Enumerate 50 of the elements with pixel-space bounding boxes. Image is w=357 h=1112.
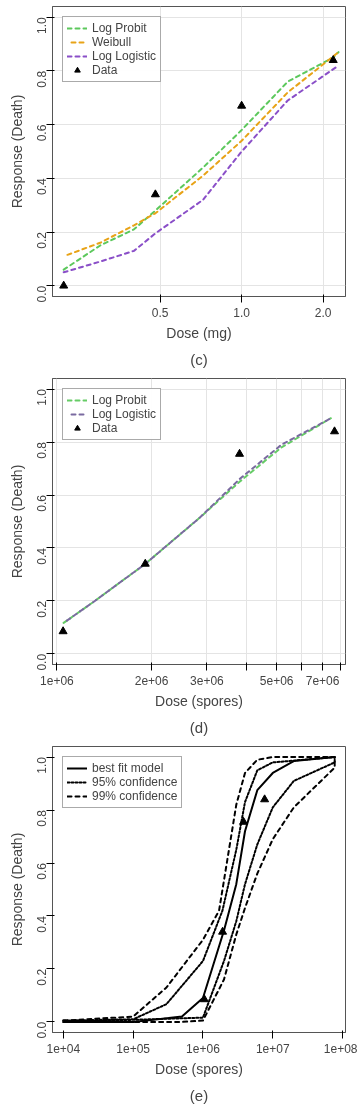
legend-label: 95% confidence — [92, 775, 178, 789]
y-tick-label: 0.6 — [35, 124, 49, 142]
x-tick-label: 1e+08 — [323, 1041, 357, 1056]
legend-label: Weibull — [92, 35, 132, 49]
legend-label: Log Probit — [92, 393, 147, 407]
y-tick-label: 0.8 — [35, 441, 49, 459]
y-axis-title: Response (Death) — [8, 464, 25, 579]
x-tick-label: 1e+07 — [255, 1041, 290, 1056]
y-tick-label: 0.0 — [35, 1021, 49, 1039]
y-tick-label: 1.0 — [35, 756, 49, 774]
x-tick-label: 1e+06 — [40, 673, 75, 688]
y-tick-label: 0.4 — [35, 178, 49, 196]
x-tick-label: 1.0 — [233, 305, 251, 320]
x-tick-label: 2e+06 — [134, 673, 169, 688]
x-axis-title: Dose (spores) — [155, 1060, 243, 1077]
y-axis-title: Response (Death) — [8, 94, 25, 209]
y-tick-label: 1.0 — [35, 16, 49, 34]
y-tick-label: 0.4 — [35, 547, 49, 565]
y-tick-label: 0.8 — [35, 809, 49, 827]
x-tick-label: 1e+05 — [116, 1041, 151, 1056]
x-tick-label: 5e+06 — [259, 673, 294, 688]
y-tick-label: 0.2 — [35, 968, 49, 986]
text: (e) — [189, 1086, 209, 1104]
legend-label: Log Logistic — [92, 49, 157, 63]
y-tick-label: 0.2 — [35, 231, 49, 249]
y-axis-title: Response (Death) — [8, 832, 25, 947]
y-tick-label: 1.0 — [35, 388, 49, 406]
x-tick-label: 3e+06 — [190, 673, 225, 688]
x-axis-title: Dose (spores) — [155, 692, 243, 709]
text: (c) — [190, 350, 208, 368]
legend-label: Log Probit — [92, 21, 147, 35]
y-tick-label: 0.4 — [35, 915, 49, 933]
x-tick-label: 1e+06 — [186, 1041, 221, 1056]
x-tick-label: 0.5 — [151, 305, 169, 320]
legend-label: best fit model — [92, 761, 164, 775]
y-tick-label: 0.6 — [35, 494, 49, 512]
x-tick-label: 1e+04 — [46, 1041, 81, 1056]
y-tick-label: 0.6 — [35, 862, 49, 880]
x-tick-label: 2.0 — [314, 305, 332, 320]
legend-label: Log Logistic — [92, 407, 157, 421]
legend-label: Data — [92, 421, 118, 435]
legend-label: 99% confidence — [92, 789, 178, 803]
legend-label: Data — [92, 63, 118, 77]
y-tick-label: 0.8 — [35, 70, 49, 88]
x-tick-label: 7e+06 — [305, 673, 340, 688]
y-tick-label: 0.0 — [35, 285, 49, 303]
text: (d) — [189, 718, 209, 736]
x-axis-title: Dose (mg) — [166, 324, 232, 341]
y-tick-label: 0.2 — [35, 600, 49, 618]
y-tick-label: 0.0 — [35, 653, 49, 671]
